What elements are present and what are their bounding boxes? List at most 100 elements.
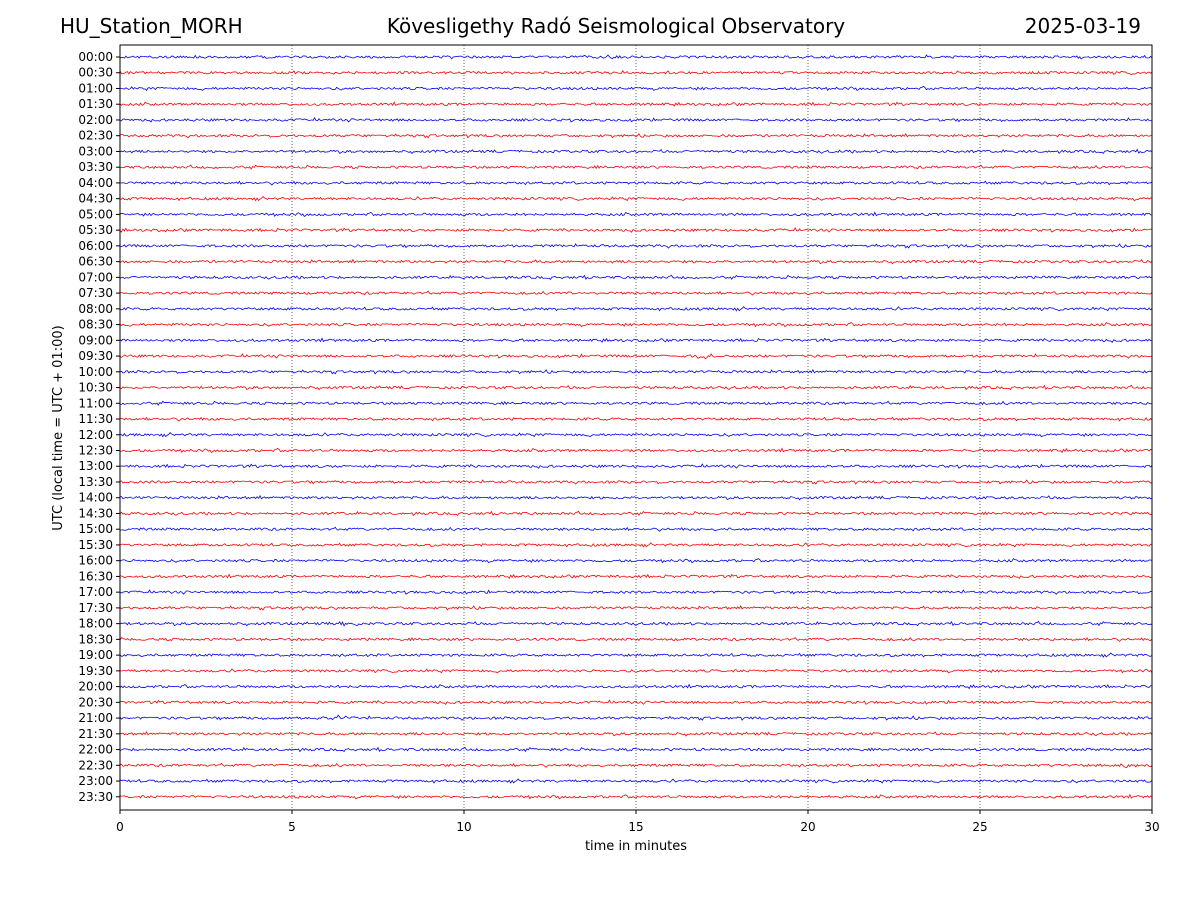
x-tick-label: 0 (116, 820, 124, 834)
trace-1030 (119, 384, 1153, 391)
trace-1400 (119, 494, 1153, 501)
trace-1800 (119, 620, 1153, 627)
trace-2000 (119, 683, 1153, 690)
trace-0900 (119, 337, 1153, 344)
grid-lines (291, 45, 981, 810)
trace-0300 (119, 148, 1153, 155)
y-tick-label: 02:30 (78, 129, 113, 143)
y-tick-label: 08:30 (78, 318, 113, 332)
y-tick-label: 18:30 (78, 632, 113, 646)
trace-2130 (119, 730, 1153, 737)
y-tick-label: 11:00 (78, 396, 113, 410)
trace-0430 (119, 195, 1153, 202)
observatory-title: Kövesligethy Radó Seismological Observat… (386, 14, 846, 38)
trace-2230 (119, 762, 1153, 768)
trace-1900 (119, 652, 1153, 658)
y-tick-label: 03:00 (78, 144, 113, 158)
y-tick-label: 09:00 (78, 333, 113, 347)
trace-1730 (119, 605, 1153, 611)
y-tick-label: 12:00 (78, 428, 113, 442)
trace-1130 (119, 416, 1153, 422)
trace-2200 (119, 746, 1153, 753)
trace-0200 (119, 117, 1153, 123)
trace-0730 (119, 290, 1153, 296)
trace-1500 (119, 526, 1153, 532)
trace-2330 (119, 793, 1153, 800)
x-tick-label: 5 (288, 820, 296, 834)
y-tick-label: 13:30 (78, 475, 113, 489)
y-tick-label: 10:00 (78, 365, 113, 379)
y-tick-label: 19:00 (78, 648, 113, 662)
y-tick-label: 22:00 (78, 743, 113, 757)
y-tick-label: 04:30 (78, 192, 113, 206)
trace-0830 (119, 322, 1153, 328)
trace-1100 (119, 400, 1153, 406)
trace-2300 (119, 778, 1153, 784)
trace-1230 (119, 447, 1153, 454)
y-tick-label: 05:00 (78, 207, 113, 221)
y-tick-label: 16:00 (78, 554, 113, 568)
y-tick-label: 03:30 (78, 160, 113, 174)
trace-0030 (119, 69, 1153, 76)
y-tick-label: 15:30 (78, 538, 113, 552)
y-tick-label: 02:00 (78, 113, 113, 127)
y-tick-label: 17:00 (78, 585, 113, 599)
y-tick-label: 11:30 (78, 412, 113, 426)
trace-1830 (119, 636, 1153, 642)
y-tick-label: 17:30 (78, 601, 113, 615)
trace-0500 (119, 211, 1153, 218)
trace-0130 (119, 101, 1153, 107)
y-tick-label: 06:00 (78, 239, 113, 253)
y-tick-label: 23:00 (78, 774, 113, 788)
trace-0100 (119, 85, 1153, 92)
trace-1430 (119, 510, 1153, 517)
y-tick-label: 06:30 (78, 255, 113, 269)
x-tick-label: 20 (800, 820, 815, 834)
y-tick-label: 07:30 (78, 286, 113, 300)
y-tick-label: 15:00 (78, 522, 113, 536)
trace-1530 (119, 542, 1153, 548)
x-axis-ticks: 0 5 10 15 20 25 30 (116, 810, 1160, 834)
y-tick-label: 23:30 (78, 790, 113, 804)
trace-0330 (119, 164, 1153, 170)
y-tick-label: 04:00 (78, 176, 113, 190)
y-tick-label: 12:30 (78, 444, 113, 458)
y-tick-label: 13:00 (78, 459, 113, 473)
y-tick-label: 00:30 (78, 66, 113, 80)
y-tick-label: 01:30 (78, 97, 113, 111)
y-tick-label: 21:30 (78, 727, 113, 741)
y-tick-label: 10:30 (78, 381, 113, 395)
y-tick-label: 08:00 (78, 302, 113, 316)
trace-0800 (119, 306, 1153, 312)
y-tick-label: 00:00 (78, 50, 113, 64)
trace-0930 (119, 353, 1153, 360)
y-tick-label: 18:00 (78, 617, 113, 631)
trace-0530 (119, 227, 1153, 233)
trace-1330 (119, 479, 1153, 485)
station-name: HU_Station_MORH (60, 14, 243, 38)
trace-0630 (119, 258, 1153, 265)
y-tick-label: 20:00 (78, 680, 113, 694)
trace-2030 (119, 699, 1153, 706)
trace-0600 (119, 243, 1153, 249)
x-tick-label: 30 (1144, 820, 1159, 834)
seismic-traces (119, 54, 1153, 800)
x-axis-label: time in minutes (585, 839, 687, 854)
trace-2100 (119, 714, 1153, 721)
trace-1930 (119, 668, 1153, 674)
y-tick-label: 19:30 (78, 664, 113, 678)
trace-1200 (119, 432, 1153, 438)
y-axis-label: UTC (local time = UTC + 01:00) (51, 325, 66, 530)
x-tick-label: 15 (628, 820, 643, 834)
trace-1700 (119, 589, 1153, 595)
y-tick-label: 21:00 (78, 711, 113, 725)
trace-0400 (119, 180, 1153, 186)
y-tick-label: 01:00 (78, 81, 113, 95)
y-tick-label: 14:30 (78, 506, 113, 520)
y-tick-label: 22:30 (78, 758, 113, 772)
trace-0000 (119, 54, 1153, 60)
y-tick-label: 20:30 (78, 695, 113, 709)
x-tick-label: 10 (456, 820, 471, 834)
